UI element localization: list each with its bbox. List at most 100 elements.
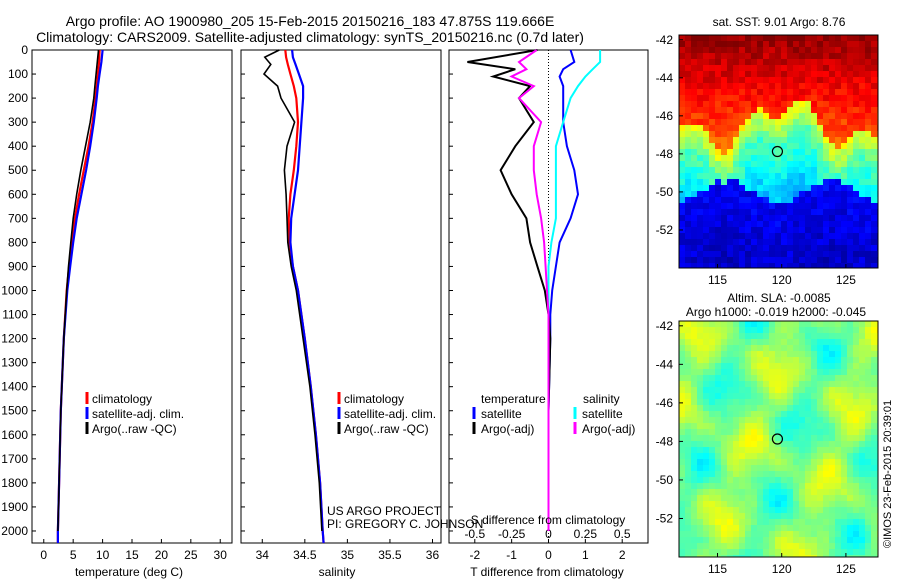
sla-cell [697, 495, 704, 502]
sla-cell [769, 483, 776, 490]
sst-cell [865, 77, 872, 84]
sst-cell [787, 179, 794, 186]
sst-cell [763, 233, 770, 240]
sst-cell [691, 113, 698, 120]
sst-cell [823, 41, 830, 48]
sla-cell [871, 399, 878, 406]
sst-cell [709, 263, 716, 268]
sst-cell [745, 113, 752, 120]
sst-cell [859, 263, 866, 268]
sla-cell [685, 435, 692, 442]
sla-cell [763, 339, 770, 346]
sst-cell [745, 179, 752, 186]
sla-cell [685, 537, 692, 544]
sst-cell [703, 179, 710, 186]
sst-cell [685, 149, 692, 156]
sla-cell [811, 447, 818, 454]
sst-cell [709, 59, 716, 66]
sst-cell [805, 161, 812, 168]
sla-cell [697, 375, 704, 382]
sst-cell [757, 125, 764, 132]
s-tick-label: 0.5 [614, 527, 631, 541]
sst-cell [787, 143, 794, 150]
sst-cell [745, 125, 752, 132]
sla-cell [691, 393, 698, 400]
sla-cell [727, 453, 734, 460]
sla-cell [703, 477, 710, 484]
sla-cell [805, 417, 812, 424]
sla-cell [721, 459, 728, 466]
sst-cell [763, 119, 770, 126]
sla-cell [775, 411, 782, 418]
sst-cell [847, 263, 854, 268]
sla-cell [697, 435, 704, 442]
sla-cell [751, 543, 758, 550]
sst-cell [859, 131, 866, 138]
sla-cell [835, 441, 842, 448]
sst-cell [685, 239, 692, 246]
sst-cell [697, 113, 704, 120]
sst-cell [781, 173, 788, 180]
sla-cell [865, 525, 872, 532]
sla-cell [697, 429, 704, 436]
sst-cell [853, 101, 860, 108]
sst-cell [769, 101, 776, 108]
sst-cell [727, 113, 734, 120]
sla-cell [799, 471, 806, 478]
sla-cell [751, 501, 758, 508]
sla-cell [853, 363, 860, 370]
sst-cell [871, 143, 878, 150]
sla-cell [733, 525, 740, 532]
sst-cell [715, 197, 722, 204]
sst-cell [835, 197, 842, 204]
sst-cell [847, 107, 854, 114]
sla-cell [811, 351, 818, 358]
sst-cell [835, 215, 842, 222]
sst-cell [841, 77, 848, 84]
sla-cell [829, 507, 836, 514]
sst-cell [739, 233, 746, 240]
sst-heatmap [679, 35, 878, 268]
sst-cell [835, 173, 842, 180]
sst-cell [811, 179, 818, 186]
sla-cell [817, 543, 824, 550]
depth-tick-label: 2000 [1, 524, 28, 538]
sst-cell [721, 113, 728, 120]
sst-cell [763, 71, 770, 78]
sla-cell [781, 405, 788, 412]
sla-cell [763, 543, 770, 550]
sst-cell [853, 209, 860, 216]
sla-cell [871, 429, 878, 436]
sst-cell [739, 113, 746, 120]
sla-cell [697, 543, 704, 550]
sst-cell [799, 161, 806, 168]
sst-cell [829, 161, 836, 168]
map-x-tick-label: 125 [836, 273, 856, 287]
sla-cell [703, 423, 710, 430]
sla-cell [853, 453, 860, 460]
sst-cell [679, 173, 686, 180]
sst-cell [757, 107, 764, 114]
sla-cell [853, 339, 860, 346]
sla-cell [691, 357, 698, 364]
sst-cell [685, 59, 692, 66]
x-tick-label: 0 [545, 548, 552, 562]
sla-cell [871, 519, 878, 526]
sst-cell [751, 245, 758, 252]
sla-cell [835, 531, 842, 538]
sla-cell [835, 405, 842, 412]
sla-cell [733, 489, 740, 496]
sla-cell [829, 513, 836, 520]
sst-cell [733, 41, 740, 48]
sla-cell [793, 435, 800, 442]
sst-cell [775, 239, 782, 246]
sla-cell [781, 525, 788, 532]
sst-cell [781, 89, 788, 96]
sst-cell [847, 35, 854, 42]
sla-cell [685, 555, 692, 557]
sst-cell [775, 53, 782, 60]
sla-cell [871, 477, 878, 484]
s-difference-x-label: S difference from climatology [471, 513, 626, 527]
sst-cell [679, 221, 686, 228]
sla-cell [733, 543, 740, 550]
